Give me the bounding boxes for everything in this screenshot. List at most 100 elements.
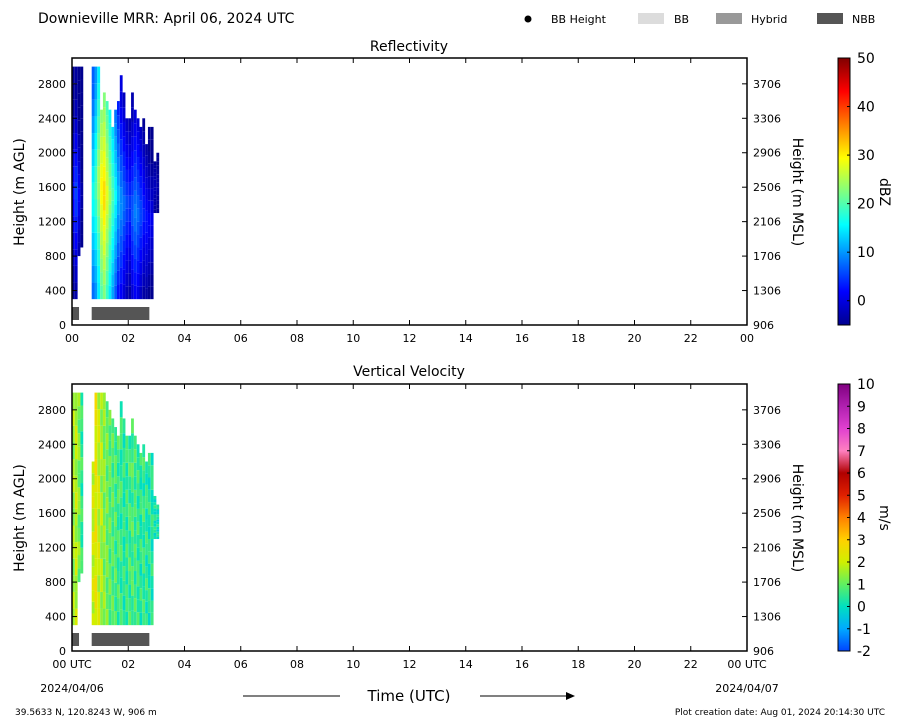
velocity-cell xyxy=(133,584,137,599)
velocity-colorbar-ticks: -2 -1 0 1 2 3 4 5 6 7 8 9 10 xyxy=(847,377,875,660)
velocity-cell xyxy=(100,459,103,476)
velocity-cell xyxy=(117,435,120,450)
reflectivity-cell xyxy=(102,107,106,122)
velocity-cell xyxy=(136,508,140,522)
velocity-cell xyxy=(119,545,123,562)
velocity-cell xyxy=(114,582,117,597)
reflectivity-bright-band-bar xyxy=(72,307,80,320)
velocity-cell xyxy=(108,409,112,426)
reflectivity-cell xyxy=(153,190,157,195)
reflectivity-cell xyxy=(125,273,129,287)
reflectivity-data-layer xyxy=(72,66,160,320)
velocity-cell xyxy=(156,519,160,522)
velocity-cell xyxy=(136,534,140,548)
reflectivity-cell xyxy=(145,265,148,278)
reflectivity-cell xyxy=(136,273,140,287)
velocity-cell xyxy=(142,573,146,587)
velocity-cell xyxy=(102,591,106,609)
reflectivity-cell xyxy=(128,221,132,235)
reflectivity-cell xyxy=(97,216,101,233)
reflectivity-cell xyxy=(94,249,98,266)
reflectivity-cell xyxy=(128,234,132,248)
velocity-cell xyxy=(133,489,137,504)
velocity-cell xyxy=(145,519,148,532)
velocity-cell xyxy=(139,526,143,540)
reflectivity-cell xyxy=(108,285,112,300)
velocity-cell xyxy=(131,507,134,522)
reflectivity-cell xyxy=(156,187,160,192)
reflectivity-cell xyxy=(114,163,117,178)
reflectivity-cell xyxy=(147,213,151,226)
velocity-y-tick-label: 1200 xyxy=(38,542,66,555)
velocity-cell xyxy=(94,525,98,543)
velocity-x-tick-label: 12 xyxy=(403,658,417,671)
reflectivity-cell xyxy=(136,195,140,209)
velocity-cell xyxy=(136,444,140,458)
velocity-cell xyxy=(77,568,81,583)
reflectivity-cell xyxy=(145,254,148,266)
reflectivity-x-tick-label: 18 xyxy=(571,332,585,345)
velocity-cell xyxy=(117,503,120,517)
velocity-cell xyxy=(153,499,157,503)
velocity-cell xyxy=(156,504,160,508)
reflectivity-cell xyxy=(139,213,143,226)
velocity-cell xyxy=(128,557,132,572)
reflectivity-cell xyxy=(153,179,157,184)
velocity-cell xyxy=(142,586,146,600)
velocity-cell xyxy=(150,551,154,564)
reflectivity-cell xyxy=(108,150,112,164)
velocity-cell xyxy=(100,575,103,592)
velocity-cell xyxy=(150,526,154,540)
reflectivity-cell xyxy=(128,286,132,300)
velocity-cell xyxy=(122,610,126,626)
velocity-cell xyxy=(122,521,126,537)
velocity-cell xyxy=(108,517,112,533)
reflectivity-cell xyxy=(145,188,148,200)
velocity-cell xyxy=(74,575,78,592)
velocity-cell xyxy=(114,511,117,527)
velocity-x-tick-label: 08 xyxy=(290,658,304,671)
reflectivity-y-tick-label: 0 xyxy=(59,319,66,332)
reflectivity-cell xyxy=(117,115,120,130)
legend-bb-height-label: BB Height xyxy=(551,13,607,26)
velocity-cell xyxy=(80,392,84,406)
velocity-cell xyxy=(147,502,151,515)
velocity-cell xyxy=(117,557,120,572)
reflectivity-cell xyxy=(100,204,103,218)
velocity-cell xyxy=(97,608,101,626)
reflectivity-cell xyxy=(77,107,81,121)
velocity-cell xyxy=(91,590,95,602)
reflectivity-cell xyxy=(97,149,101,167)
velocity-cell xyxy=(131,580,134,596)
reflectivity-cell xyxy=(147,286,151,300)
reflectivity-cell xyxy=(136,286,140,300)
velocity-cell xyxy=(133,543,137,558)
reflectivity-cell xyxy=(150,163,154,177)
reflectivity-y-ticks: 0 400 800 1200 1600 2000 2400 2800 xyxy=(38,78,77,332)
reflectivity-cell xyxy=(136,260,140,274)
velocity-cell xyxy=(156,511,160,515)
velocity-cell xyxy=(128,489,132,504)
reflectivity-colorbar: 0 10 20 30 40 50 dBZ xyxy=(837,51,892,326)
reflectivity-cell xyxy=(80,92,84,106)
reflectivity-cell xyxy=(105,185,109,201)
velocity-cell xyxy=(108,579,112,595)
reflectivity-cell xyxy=(142,131,146,145)
reflectivity-cell xyxy=(125,157,129,170)
reflectivity-cell xyxy=(153,172,157,177)
velocity-cell xyxy=(74,525,78,543)
velocity-cell xyxy=(108,563,112,580)
velocity-cell xyxy=(72,425,75,443)
velocity-cell xyxy=(77,433,81,447)
reflectivity-y2-tick-label: 3306 xyxy=(753,112,781,125)
velocity-cell xyxy=(139,612,143,626)
velocity-y-tick-label: 400 xyxy=(45,611,66,624)
velocity-cell xyxy=(97,425,101,443)
reflectivity-cell xyxy=(74,199,78,217)
velocity-cell xyxy=(156,516,160,520)
reflectivity-cell xyxy=(111,188,115,201)
velocity-cell xyxy=(119,513,123,530)
reflectivity-colorbar-bar xyxy=(837,57,851,326)
velocity-cell xyxy=(142,547,146,561)
velocity-cell xyxy=(97,525,101,543)
